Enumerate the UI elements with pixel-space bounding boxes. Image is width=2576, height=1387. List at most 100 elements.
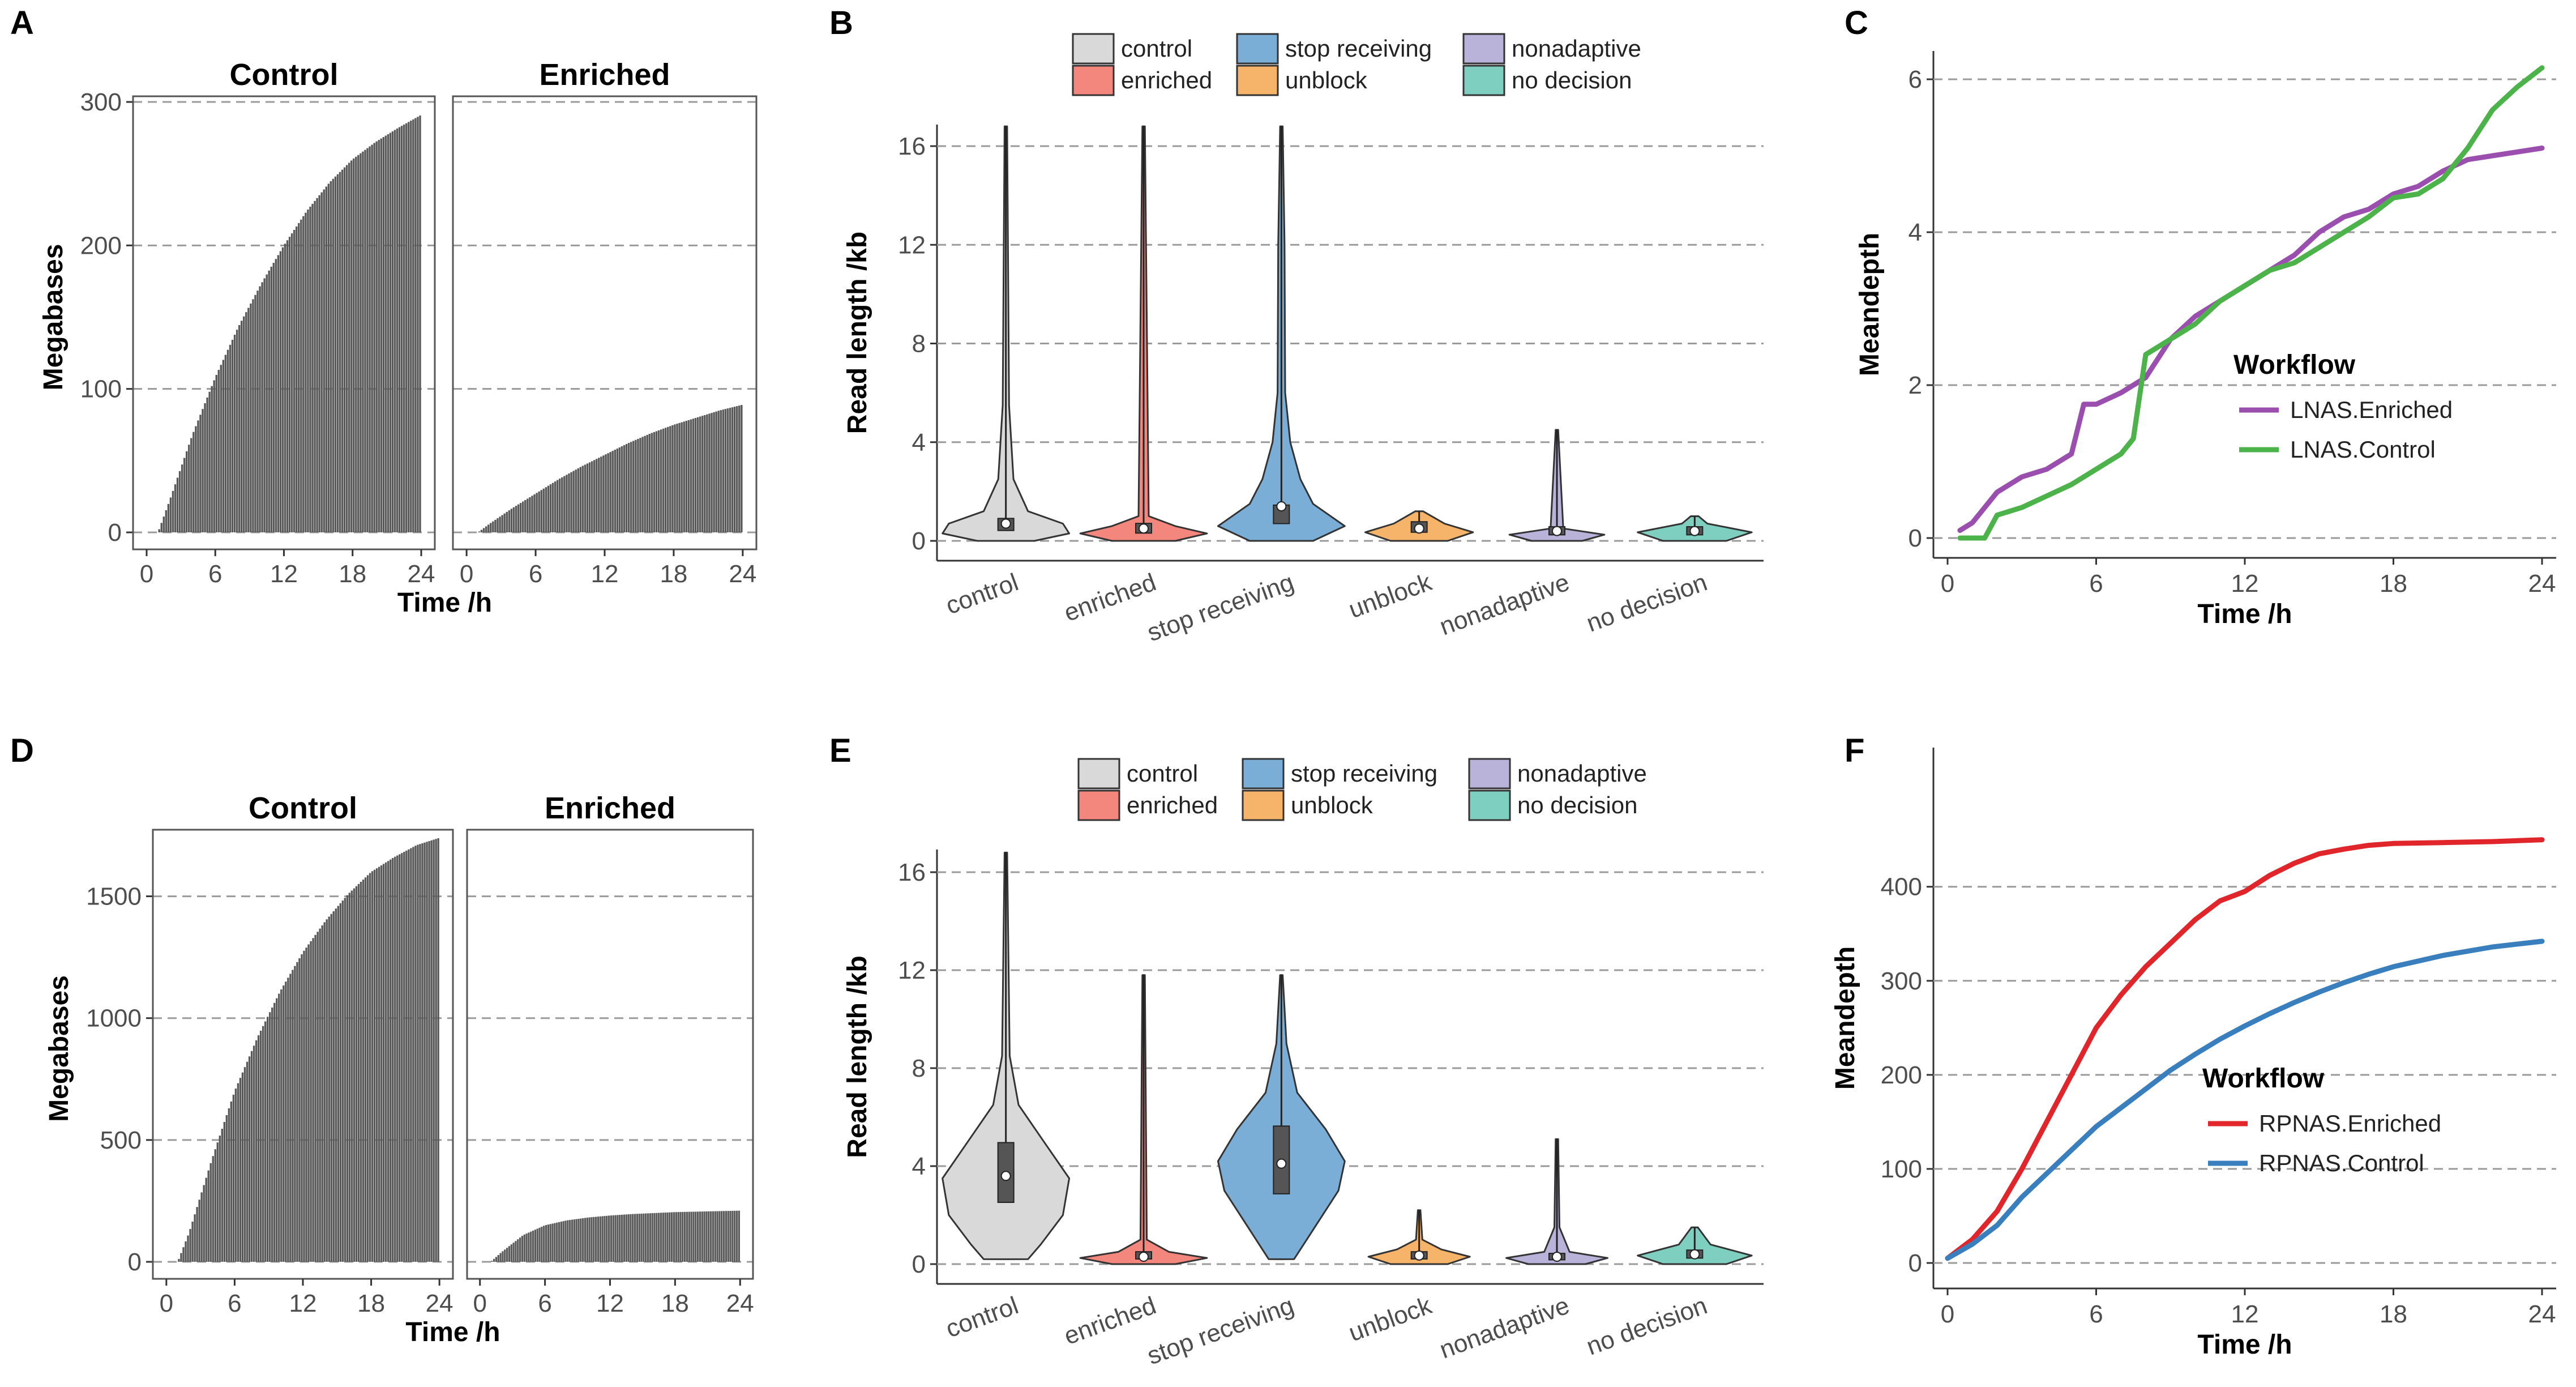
- line-lnas-control: [1957, 65, 2545, 541]
- bar: [568, 473, 570, 532]
- bar: [277, 255, 280, 532]
- bar: [323, 922, 326, 1262]
- bar: [528, 1232, 530, 1262]
- bar: [510, 509, 513, 532]
- violin-mean-point: [1139, 1252, 1149, 1262]
- x-tick-label: 6: [228, 1290, 241, 1317]
- bar: [738, 406, 741, 532]
- bar: [353, 888, 356, 1262]
- violin-mean-point: [1689, 1249, 1700, 1260]
- bar: [560, 1222, 562, 1262]
- x-tick-label: control: [942, 568, 1022, 620]
- bar: [341, 169, 344, 532]
- bar: [310, 941, 312, 1262]
- bar: [158, 529, 160, 532]
- bar: [371, 871, 374, 1262]
- bar: [236, 330, 238, 532]
- bar: [605, 454, 607, 532]
- x-tick-label: 18: [357, 1290, 385, 1317]
- bar: [312, 938, 314, 1262]
- bar: [378, 867, 380, 1262]
- bar: [636, 1214, 638, 1262]
- facet-title-enriched: Enriched: [545, 791, 675, 825]
- bar: [515, 1241, 517, 1262]
- bar: [307, 210, 309, 532]
- bar: [517, 1239, 519, 1262]
- bar: [570, 472, 572, 532]
- legend-key: [1468, 758, 1511, 789]
- bar: [588, 1217, 590, 1262]
- bar: [281, 247, 284, 532]
- bar: [302, 216, 305, 532]
- bar: [657, 430, 660, 532]
- bar: [403, 852, 405, 1262]
- bar: [200, 1192, 203, 1262]
- bar: [330, 914, 332, 1262]
- bar: [183, 458, 186, 532]
- y-axis-title: Meandepth: [1830, 946, 1860, 1090]
- y-tick-label: 300: [1881, 967, 1922, 995]
- bar: [254, 295, 256, 532]
- bar: [380, 865, 383, 1262]
- bar: [569, 1220, 571, 1262]
- bar: [186, 451, 188, 532]
- x-tick-label: 18: [2380, 570, 2407, 598]
- bar: [699, 416, 701, 532]
- bar: [195, 426, 197, 532]
- y-tick-label: 100: [80, 375, 122, 403]
- bar: [211, 386, 213, 532]
- bar: [419, 844, 421, 1262]
- bar: [519, 1237, 521, 1262]
- bar: [273, 1002, 276, 1262]
- bar: [318, 195, 320, 533]
- bar: [309, 206, 311, 532]
- bar: [564, 1220, 567, 1262]
- bar: [222, 360, 225, 532]
- y-tick-label: 8: [912, 1055, 926, 1082]
- bar: [178, 471, 181, 532]
- bar: [554, 481, 557, 532]
- bar: [712, 1211, 714, 1262]
- bar: [237, 1083, 239, 1262]
- x-tick-label: 12: [2231, 1300, 2259, 1328]
- bar: [681, 422, 683, 532]
- bar: [199, 415, 202, 532]
- legend-key: [1072, 65, 1115, 96]
- bar: [197, 420, 199, 532]
- panel-f-chart: 0 100 200 300 400 0 6 12 18 24 Time /h Meandepth Wor…: [1830, 748, 2556, 1360]
- bar: [542, 488, 545, 532]
- legend-label: RPNAS.Control: [2259, 1150, 2424, 1176]
- bar: [621, 446, 623, 532]
- bar: [530, 1231, 532, 1262]
- panel-letter-e: E: [829, 732, 851, 769]
- bar: [683, 421, 685, 532]
- bar: [662, 428, 665, 532]
- bar: [588, 462, 591, 532]
- bar: [669, 426, 671, 532]
- bar: [664, 1212, 666, 1262]
- bar: [610, 1215, 613, 1262]
- legend-key: [1072, 33, 1115, 65]
- bar: [423, 842, 426, 1262]
- bar: [319, 928, 321, 1262]
- bar: [637, 438, 639, 532]
- bar: [497, 1254, 499, 1262]
- bar: [648, 434, 651, 532]
- bar: [357, 884, 360, 1262]
- y-tick-label: 0: [912, 1251, 926, 1278]
- bar: [625, 1214, 627, 1262]
- bar: [314, 200, 316, 532]
- legend-label: LNAS.Enriched: [2290, 396, 2453, 423]
- bar: [419, 115, 421, 532]
- bar: [508, 1246, 511, 1262]
- bar: [720, 410, 722, 532]
- bar: [198, 1200, 200, 1262]
- bar: [554, 1223, 556, 1262]
- bar: [687, 420, 690, 532]
- bar: [563, 476, 566, 532]
- bar: [519, 503, 522, 532]
- bar: [279, 251, 282, 532]
- bar: [270, 266, 272, 532]
- bar: [713, 412, 715, 532]
